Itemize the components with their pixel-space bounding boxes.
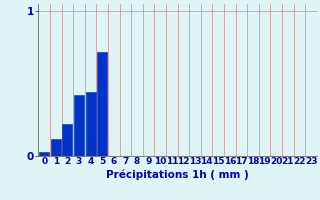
- Bar: [62, 124, 72, 156]
- Bar: [39, 152, 49, 156]
- Bar: [97, 52, 107, 156]
- Bar: [74, 95, 84, 156]
- Bar: [51, 139, 61, 156]
- X-axis label: Précipitations 1h ( mm ): Précipitations 1h ( mm ): [106, 169, 249, 180]
- Bar: [86, 92, 96, 156]
